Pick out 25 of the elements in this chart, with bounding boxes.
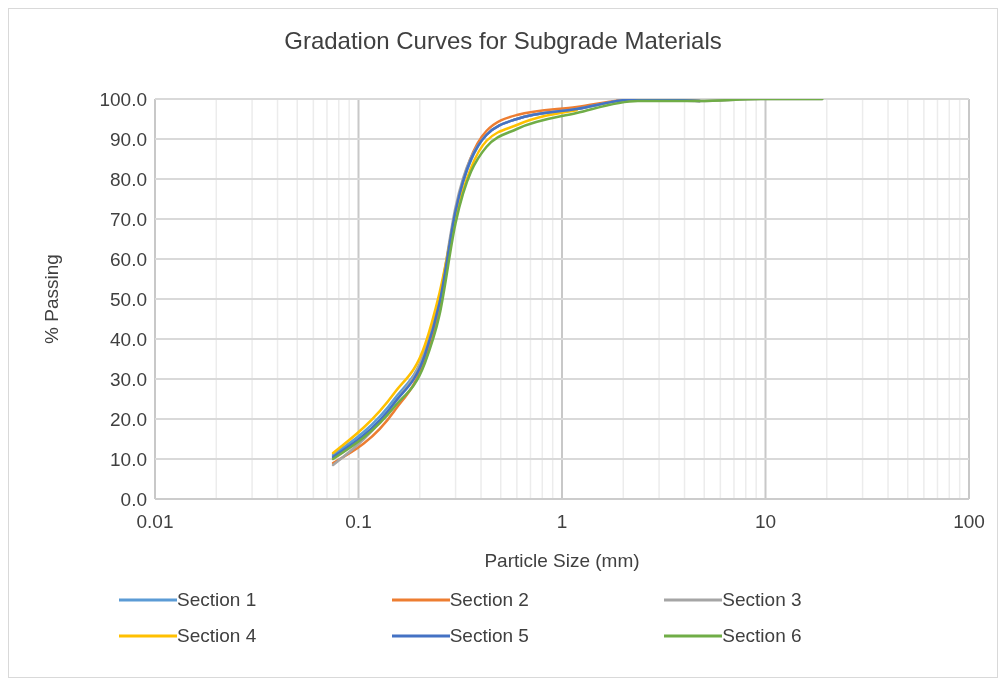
- x-tick-label: 0.1: [345, 511, 372, 533]
- y-tick-label: 80.0: [110, 168, 147, 190]
- legend-label: Section 6: [722, 625, 802, 647]
- y-tick-label: 20.0: [110, 408, 147, 430]
- x-tick-label: 0.01: [136, 511, 174, 533]
- y-tick-label: 60.0: [110, 248, 147, 270]
- chart-title: Gradation Curves for Subgrade Materials: [283, 26, 723, 56]
- legend-label: Section 5: [449, 625, 529, 647]
- y-tick-label: 0.0: [120, 488, 147, 510]
- legend-label: Section 3: [722, 589, 802, 611]
- x-tick-label: 1: [556, 511, 568, 533]
- x-axis-title: Particle Size (mm): [484, 550, 640, 571]
- y-tick-label: 10.0: [110, 448, 147, 470]
- x-tick-label: 10: [754, 511, 777, 533]
- y-tick-label: 70.0: [110, 208, 147, 230]
- legend-label: Section 4: [177, 625, 257, 647]
- x-tick-label: 100: [953, 511, 985, 533]
- y-axis-title: % Passing: [40, 254, 62, 344]
- y-tick-label: 30.0: [110, 368, 147, 390]
- legend-label: Section 2: [449, 589, 529, 611]
- legend-label: Section 1: [177, 589, 257, 611]
- y-tick-label: 100.0: [99, 88, 147, 110]
- y-tick-label: 40.0: [110, 328, 147, 350]
- y-tick-label: 90.0: [110, 128, 147, 150]
- y-tick-label: 50.0: [110, 288, 147, 310]
